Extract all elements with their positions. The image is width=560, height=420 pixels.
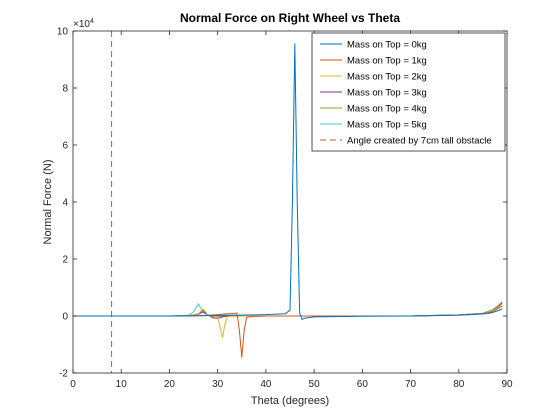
x-tick-label: 90 — [501, 379, 513, 390]
y-tick-label: 2 — [62, 255, 68, 266]
x-tick-label: 80 — [453, 379, 465, 390]
y-axis-exponent-base: ×10 — [73, 19, 90, 30]
legend-entry-5: Mass on Top = 5kg — [347, 120, 427, 131]
y-tick-label: 0 — [62, 312, 68, 323]
series-layer — [73, 31, 503, 373]
y-axis-label: Normal Force (N) — [42, 160, 54, 245]
chart-title: Normal Force on Right Wheel vs Theta — [180, 11, 400, 25]
y-tick-label: 4 — [62, 198, 68, 209]
legend-entry-1: Mass on Top = 1kg — [347, 56, 427, 67]
x-tick-label: 20 — [164, 379, 176, 390]
y-tick-label: 6 — [62, 141, 68, 152]
x-tick-label: 50 — [309, 379, 321, 390]
series-line-0 — [73, 43, 503, 320]
legend-entry-3: Mass on Top = 3kg — [347, 88, 427, 99]
legend-box — [311, 32, 506, 152]
x-axis-label: Theta (degrees) — [251, 395, 329, 407]
y-tick-label: 8 — [62, 84, 68, 95]
y-tick-label: -2 — [59, 369, 68, 380]
x-tick-label: 30 — [212, 379, 224, 390]
y-tick-label: 10 — [57, 27, 69, 38]
x-tick-label: 40 — [260, 379, 272, 390]
legend-entry-6: Angle created by 7cm tall obstacle — [347, 136, 492, 147]
x-tick-label: 70 — [405, 379, 417, 390]
legend-entry-2: Mass on Top = 2kg — [347, 72, 427, 83]
x-tick-label: 60 — [357, 379, 369, 390]
legend-entry-0: Mass on Top = 0kg — [347, 40, 427, 51]
legend: Mass on Top = 0kg Mass on Top = 1kg Mass o… — [311, 32, 506, 152]
legend-entry-4: Mass on Top = 4kg — [347, 104, 427, 115]
x-tick-label: 0 — [70, 379, 76, 390]
y-axis-exponent: ×104 — [73, 18, 94, 30]
x-tick-label: 10 — [116, 379, 128, 390]
y-axis-exponent-power: 4 — [90, 18, 94, 25]
